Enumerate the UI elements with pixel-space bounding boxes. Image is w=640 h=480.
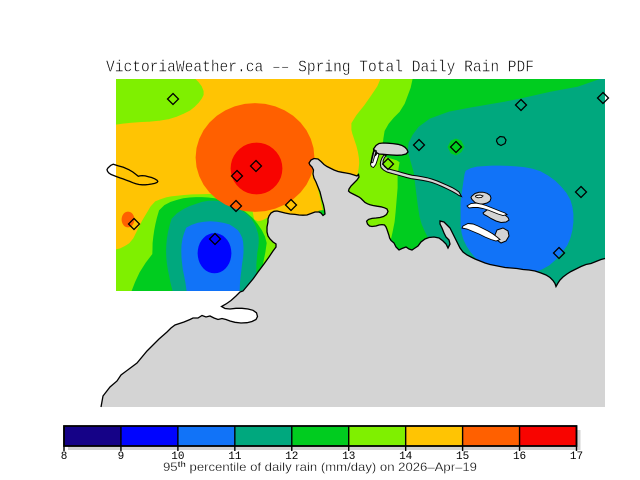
svg-text:95th percentile of daily rain: 95th percentile of daily rain (mm/day) o… xyxy=(163,460,477,474)
svg-text:16: 16 xyxy=(513,451,526,463)
svg-text:10: 10 xyxy=(171,451,184,463)
svg-text:12: 12 xyxy=(285,451,298,463)
svg-text:9: 9 xyxy=(118,451,125,463)
svg-text:17: 17 xyxy=(570,451,583,463)
svg-text:13: 13 xyxy=(342,451,355,463)
svg-text:14: 14 xyxy=(399,451,413,463)
svg-text:11: 11 xyxy=(228,451,242,463)
svg-text:VictoriaWeather.ca –– Spring T: VictoriaWeather.ca –– Spring Total Daily… xyxy=(106,58,534,77)
svg-text:15: 15 xyxy=(456,451,469,463)
svg-text:8: 8 xyxy=(61,451,68,463)
